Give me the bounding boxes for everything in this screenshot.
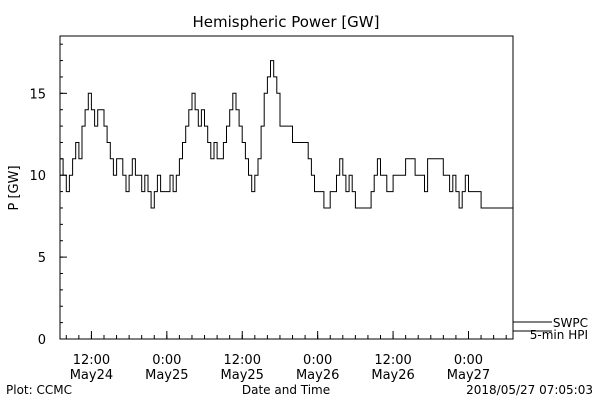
- footer-left: Plot: CCMC: [6, 383, 72, 397]
- y-axis: 0 5 10 15: [29, 43, 67, 348]
- y-tick-label: 10: [29, 169, 46, 184]
- x-tick-time-label: 0:00: [454, 353, 483, 368]
- x-tick-time-label: 12:00: [73, 353, 110, 368]
- x-tick-time-label: 0:00: [303, 353, 332, 368]
- x-tick-date-label: May26: [296, 368, 339, 383]
- x-tick-date-label: May27: [447, 368, 490, 383]
- x-tick-date-label: May26: [371, 368, 414, 383]
- x-axis-label: Date and Time: [242, 383, 330, 397]
- y-axis-label: P [GW]: [7, 165, 22, 210]
- plot-frame: [59, 35, 514, 340]
- footer-right: 2018/05/27 07:05:03: [466, 383, 593, 397]
- x-tick-date-label: May24: [70, 368, 113, 383]
- x-tick-time-label: 0:00: [152, 353, 181, 368]
- legend-swpc-label: SWPC: [553, 316, 588, 330]
- x-tick-time-label: 12:00: [374, 353, 411, 368]
- x-tick-date-label: May25: [221, 368, 264, 383]
- series-layer: [60, 60, 513, 209]
- x-axis: 12:00May240:00May2512:00May250:00May2612…: [65, 331, 507, 383]
- legend-hpi-label: 5-min HPI: [530, 328, 588, 342]
- chart-title: Hemispheric Power [GW]: [193, 13, 380, 31]
- y-tick-label: 0: [38, 333, 46, 348]
- legend: SWPC 5-min HPI: [513, 316, 588, 342]
- x-tick-time-label: 12:00: [224, 353, 261, 368]
- y-tick-label: 15: [29, 87, 46, 102]
- y-tick-label: 5: [38, 251, 46, 266]
- x-tick-date-label: May25: [145, 368, 188, 383]
- series-line-swpc: [60, 60, 513, 209]
